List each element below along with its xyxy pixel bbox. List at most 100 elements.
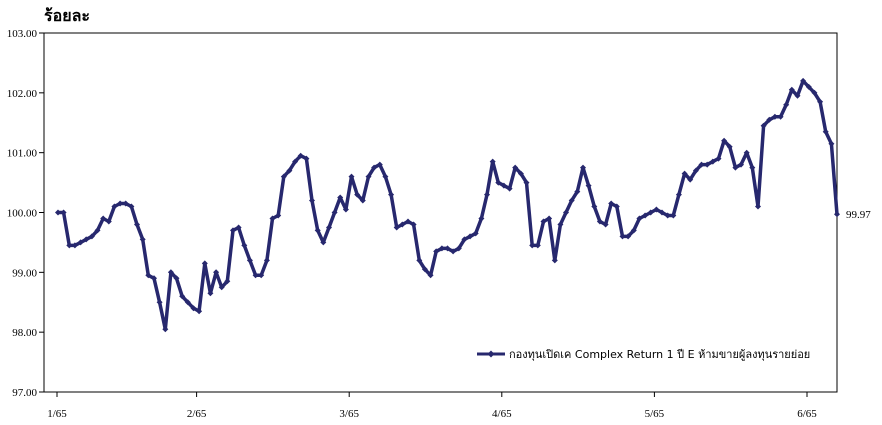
data-point: [246, 257, 253, 264]
data-point: [484, 191, 490, 198]
y-axis: 97.00 98.00 99.00 100.00 101.00 102.00 103.00: [7, 28, 44, 399]
data-point: [83, 236, 90, 243]
data-point: [184, 299, 191, 306]
data-point: [585, 182, 592, 189]
data-point: [580, 164, 586, 171]
x-tick-label: 3/65: [339, 408, 359, 420]
data-point: [760, 122, 767, 129]
data-point: [190, 305, 197, 312]
data-point: [540, 218, 547, 225]
y-tick-label: 99.00: [12, 267, 37, 279]
y-tick-label: 100.00: [7, 208, 38, 220]
data-point: [681, 170, 688, 177]
data-point: [331, 209, 338, 216]
data-point: [314, 227, 321, 234]
data-point: [382, 173, 389, 180]
data-point: [794, 92, 801, 99]
data-point: [478, 215, 485, 222]
plot-frame: [43, 32, 838, 393]
data-point: [162, 326, 169, 333]
data-point: [303, 155, 310, 162]
data-point: [139, 236, 146, 243]
x-tick-label: 6/65: [797, 408, 817, 420]
data-point: [71, 242, 78, 249]
data-point: [625, 233, 632, 240]
data-point: [512, 164, 519, 171]
data-point: [122, 200, 129, 207]
data-point: [117, 200, 124, 207]
data-point: [788, 86, 795, 93]
data-point: [405, 218, 411, 225]
data-point: [653, 206, 660, 213]
data-point: [218, 284, 225, 291]
data-point: [252, 272, 259, 279]
data-point: [749, 164, 756, 171]
data-point: [517, 170, 524, 177]
data-point: [207, 290, 214, 297]
data-point: [145, 272, 152, 279]
legend-swatch-marker: [487, 350, 495, 358]
data-point: [591, 203, 598, 210]
data-point: [320, 239, 327, 246]
data-point: [467, 233, 474, 240]
data-point: [427, 272, 434, 279]
data-point: [534, 242, 541, 249]
data-point: [201, 260, 208, 267]
data-point: [461, 236, 468, 243]
data-point: [726, 143, 733, 150]
data-point: [376, 161, 383, 168]
data-point: [326, 224, 332, 231]
data-point: [179, 293, 186, 300]
data-point: [241, 242, 248, 249]
x-tick-label: 2/65: [187, 408, 207, 420]
data-point: [263, 257, 270, 264]
data-point: [292, 158, 299, 165]
data-point: [687, 176, 694, 183]
data-point: [732, 164, 739, 171]
data-point: [670, 212, 677, 219]
data-point: [77, 239, 84, 246]
data-point: [433, 248, 440, 255]
data-point: [128, 203, 135, 210]
data-point: [438, 245, 445, 252]
data-point: [371, 164, 378, 171]
data-point: [704, 161, 711, 168]
data-point: [529, 242, 536, 249]
data-point: [568, 197, 575, 204]
y-axis-title: ร้อยละ: [44, 6, 90, 25]
series-layer: [55, 77, 840, 333]
y-tick-label: 102.00: [7, 88, 38, 100]
data-point: [546, 215, 553, 222]
data-point: [721, 137, 728, 144]
data-point: [105, 218, 112, 225]
data-point: [500, 182, 507, 189]
x-tick-label: 4/65: [492, 408, 512, 420]
x-tick-label: 1/65: [47, 408, 67, 420]
data-point: [619, 233, 626, 240]
data-point: [817, 98, 824, 105]
data-point: [834, 211, 840, 218]
data-point: [805, 83, 812, 90]
data-point: [230, 227, 236, 234]
data-point: [596, 218, 603, 225]
data-point: [365, 173, 372, 180]
data-point: [286, 167, 293, 174]
data-point: [235, 224, 242, 231]
y-tick-label: 98.00: [12, 327, 37, 339]
data-point: [156, 299, 163, 306]
data-point: [506, 185, 513, 192]
y-tick-label: 97.00: [12, 387, 37, 399]
data-point: [675, 191, 682, 198]
data-point: [354, 191, 361, 198]
y-tick-label: 103.00: [7, 28, 38, 40]
data-point: [342, 206, 349, 213]
data-point: [811, 89, 818, 96]
data-point: [495, 179, 502, 186]
data-point: [151, 275, 157, 282]
data-point: [416, 257, 423, 264]
data-point: [450, 248, 457, 255]
data-point: [743, 149, 750, 156]
series-line: [56, 79, 839, 331]
data-point: [359, 197, 366, 204]
